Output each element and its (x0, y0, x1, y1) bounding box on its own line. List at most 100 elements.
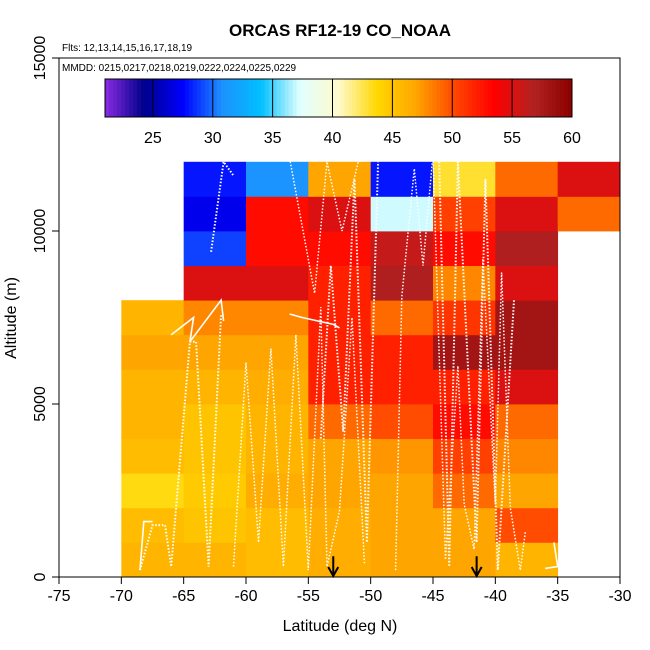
heatmap-cell (495, 300, 559, 336)
colorbar-swatch (424, 79, 429, 117)
colorbar-swatch (172, 79, 178, 117)
colorbar-swatch (228, 79, 234, 117)
colorbar-swatch (512, 79, 517, 117)
colorbar-swatch (476, 79, 481, 117)
colorbar-swatch (408, 79, 413, 117)
colorbar-swatch (384, 79, 389, 117)
heatmap-cell (308, 231, 372, 266)
heatmap-cell (308, 161, 372, 197)
colorbar-swatch (404, 79, 409, 117)
colorbar-swatch (160, 79, 166, 117)
colorbar-swatch (360, 79, 365, 117)
colorbar-swatch (484, 79, 489, 117)
flight-track (210, 159, 235, 252)
heatmap-cell (308, 265, 372, 301)
heatmap-cell (433, 438, 496, 474)
colorbar-swatch (436, 79, 441, 117)
heatmap-cell (121, 300, 185, 336)
colorbar-swatch (288, 79, 294, 117)
colorbar-swatch (120, 79, 126, 117)
colorbar-swatch (204, 79, 210, 117)
heatmap-cell (183, 369, 247, 405)
heatmap-cell (183, 334, 247, 370)
colorbar-swatch (432, 79, 437, 117)
x-tick-label: -70 (110, 588, 133, 605)
colorbar-swatch (124, 79, 130, 117)
colorbar-swatch (500, 79, 505, 117)
flight-tracks (139, 154, 559, 571)
colorbar-swatch (320, 79, 326, 117)
colorbar-swatch (492, 79, 497, 117)
colorbar-swatch (376, 79, 381, 117)
colorbar-swatch (208, 79, 214, 117)
colorbar-tick-label: 40 (324, 130, 342, 147)
x-tick-label: -30 (608, 588, 631, 605)
colorbar-swatch (400, 79, 405, 117)
heatmap-cell (495, 334, 559, 370)
y-axis-label: Altitude (m) (3, 277, 20, 359)
colorbar-swatch (540, 79, 545, 117)
heatmap-cell (246, 542, 309, 578)
colorbar-tick-label: 60 (563, 130, 581, 147)
colorbar-swatch (468, 79, 473, 117)
colorbar-swatch (308, 79, 314, 117)
colorbar-swatch (392, 79, 397, 117)
x-tick-label: -35 (546, 588, 569, 605)
heatmap-cell (433, 542, 496, 578)
x-tick-label: -40 (484, 588, 507, 605)
heatmap-cell (495, 161, 559, 197)
heatmap-cell (370, 369, 434, 405)
colorbar-swatch (276, 79, 282, 117)
y-tick-label: 10000 (32, 209, 49, 254)
x-tick-label: -65 (172, 588, 195, 605)
heatmap-cell (370, 334, 434, 370)
colorbar-tick-label: 35 (264, 130, 282, 147)
y-tick-label: 15000 (32, 36, 49, 81)
colorbar-swatch (444, 79, 449, 117)
heatmap-cell (495, 265, 559, 301)
colorbar-swatch (356, 79, 361, 117)
colorbar-swatch (472, 79, 477, 117)
colorbar-swatch (520, 79, 525, 117)
heatmap-cell (246, 404, 309, 439)
colorbar-swatch (272, 79, 278, 117)
heatmap-cell (495, 473, 559, 509)
colorbar-swatch (264, 79, 270, 117)
x-tick-label: -60 (234, 588, 257, 605)
colorbar-swatch (148, 79, 154, 117)
colorbar-swatch (312, 79, 318, 117)
colorbar-swatch (348, 79, 353, 117)
colorbar-swatch (416, 79, 421, 117)
flight-track-segment (139, 520, 153, 571)
x-tick-label: -75 (47, 588, 70, 605)
heatmap-cell (121, 404, 185, 439)
arrow-markers (327, 556, 483, 579)
heatmap-cell (370, 438, 434, 474)
colorbar-swatch (552, 79, 557, 117)
colorbar-tick-label: 45 (383, 130, 401, 147)
colorbar-swatch (180, 79, 186, 117)
heatmap-cell (246, 196, 309, 232)
x-tick-label: -50 (359, 588, 382, 605)
colorbar-swatch (300, 79, 306, 117)
chart-title: ORCAS RF12-19 CO_NOAA (229, 21, 451, 40)
colorbar-swatch (132, 79, 138, 117)
colorbar-swatch (156, 79, 162, 117)
arrow-head (327, 566, 340, 579)
colorbar-tick-label: 25 (144, 130, 162, 147)
heatmap-cell (495, 542, 559, 578)
heatmap-cell (495, 196, 559, 232)
colorbar-swatch (456, 79, 461, 117)
colorbar-swatch (488, 79, 493, 117)
heatmap-cell (121, 473, 185, 509)
x-tick-label: -45 (421, 588, 444, 605)
heatmap-cell (183, 473, 247, 509)
heatmap-cell (370, 265, 434, 301)
colorbar-swatch (248, 79, 254, 117)
heatmap-cell (183, 265, 247, 301)
heatmap-cell (433, 369, 496, 405)
x-axis: -75 -70 -65 -60 -55 -50 -45 -40 -35 -30 (47, 576, 632, 605)
colorbar-swatch (336, 79, 341, 117)
colorbar-swatch (256, 79, 262, 117)
colorbar-swatch (388, 79, 393, 117)
